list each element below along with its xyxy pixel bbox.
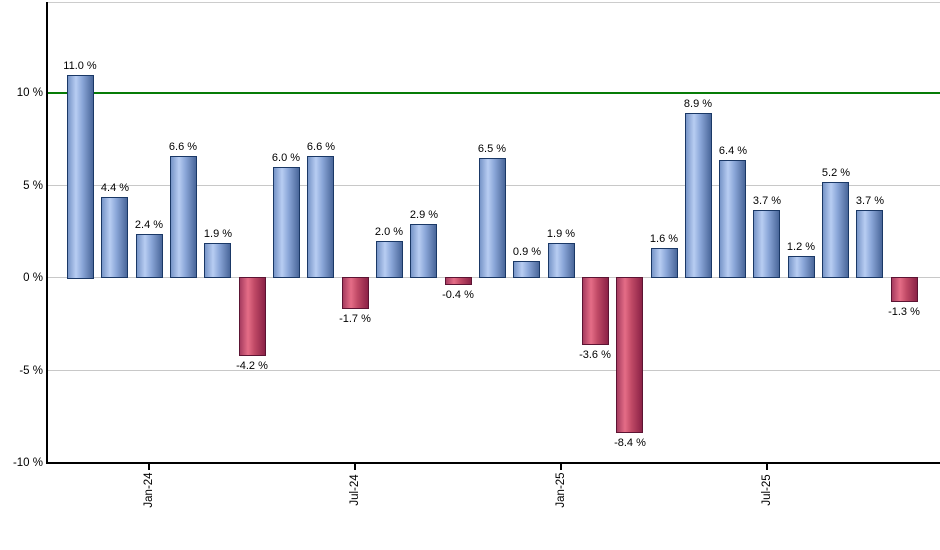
x-tick-mark bbox=[766, 464, 768, 470]
bar bbox=[513, 261, 540, 278]
bar-value-label: 2.9 % bbox=[409, 209, 439, 221]
gridline--5pct bbox=[48, 370, 940, 371]
bar bbox=[445, 277, 472, 285]
bar-value-label: -0.4 % bbox=[442, 289, 474, 301]
bar bbox=[753, 210, 780, 278]
bar-value-label: 11.0 % bbox=[63, 60, 97, 72]
bar bbox=[548, 243, 575, 278]
bar-value-label: -8.4 % bbox=[614, 437, 646, 449]
bar bbox=[204, 243, 231, 278]
bar-value-label: 2.4 % bbox=[134, 219, 164, 231]
bar-value-label: 6.5 % bbox=[477, 143, 507, 155]
bar bbox=[616, 277, 643, 433]
y-tick-label: 10 % bbox=[16, 87, 43, 99]
bar-value-label: -1.3 % bbox=[888, 306, 920, 318]
bar bbox=[479, 158, 506, 278]
bar-value-label: 4.4 % bbox=[100, 182, 130, 194]
bar-value-label: 6.0 % bbox=[271, 152, 301, 164]
bar-value-label: 1.6 % bbox=[649, 233, 679, 245]
bar bbox=[67, 75, 94, 279]
bar-value-label: 3.7 % bbox=[855, 195, 885, 207]
bar bbox=[101, 197, 128, 278]
bar-value-label: 6.4 % bbox=[718, 145, 748, 157]
bar bbox=[170, 156, 197, 278]
bar-value-label: 3.7 % bbox=[752, 195, 782, 207]
bar bbox=[342, 277, 369, 309]
bar bbox=[685, 113, 712, 278]
bar-value-label: 6.6 % bbox=[306, 141, 336, 153]
bar bbox=[651, 248, 678, 278]
y-tick-label: 5 % bbox=[23, 180, 43, 192]
bar-value-label: 2.0 % bbox=[374, 226, 404, 238]
bar bbox=[136, 234, 163, 278]
bar bbox=[891, 277, 918, 302]
bar-value-label: 1.9 % bbox=[546, 228, 576, 240]
bar bbox=[788, 256, 815, 278]
bar-value-label: 8.9 % bbox=[683, 98, 713, 110]
y-tick-label: 0 % bbox=[23, 272, 43, 284]
y-tick-label: -10 % bbox=[12, 457, 43, 469]
bar bbox=[822, 182, 849, 278]
bar bbox=[410, 224, 437, 278]
x-tick-label: Jul-25 bbox=[761, 474, 773, 506]
bar-value-label: -3.6 % bbox=[579, 349, 611, 361]
x-axis-line bbox=[46, 462, 940, 464]
bar bbox=[273, 167, 300, 278]
reference-line bbox=[48, 92, 940, 94]
bar bbox=[239, 277, 266, 356]
x-tick-mark bbox=[354, 464, 356, 470]
bar bbox=[719, 160, 746, 278]
x-tick-mark bbox=[560, 464, 562, 470]
bar-value-label: 5.2 % bbox=[821, 167, 851, 179]
bar-value-label: -4.2 % bbox=[236, 360, 268, 372]
x-tick-label: Jan-25 bbox=[555, 472, 567, 508]
y-tick-label: -5 % bbox=[19, 365, 43, 377]
x-tick-label: Jan-24 bbox=[143, 472, 155, 508]
x-tick-mark bbox=[148, 464, 150, 470]
bar bbox=[376, 241, 403, 278]
x-tick-label: Jul-24 bbox=[349, 474, 361, 506]
y-axis-line bbox=[46, 2, 48, 464]
bar-value-label: 1.2 % bbox=[786, 241, 816, 253]
plot-top-border bbox=[46, 2, 940, 3]
bar-value-label: 1.9 % bbox=[203, 228, 233, 240]
bar-value-label: 0.9 % bbox=[512, 246, 542, 258]
bar-value-label: 6.6 % bbox=[168, 141, 198, 153]
bar-value-label: -1.7 % bbox=[339, 313, 371, 325]
bar bbox=[856, 210, 883, 278]
bar bbox=[582, 277, 609, 345]
bar bbox=[307, 156, 334, 278]
